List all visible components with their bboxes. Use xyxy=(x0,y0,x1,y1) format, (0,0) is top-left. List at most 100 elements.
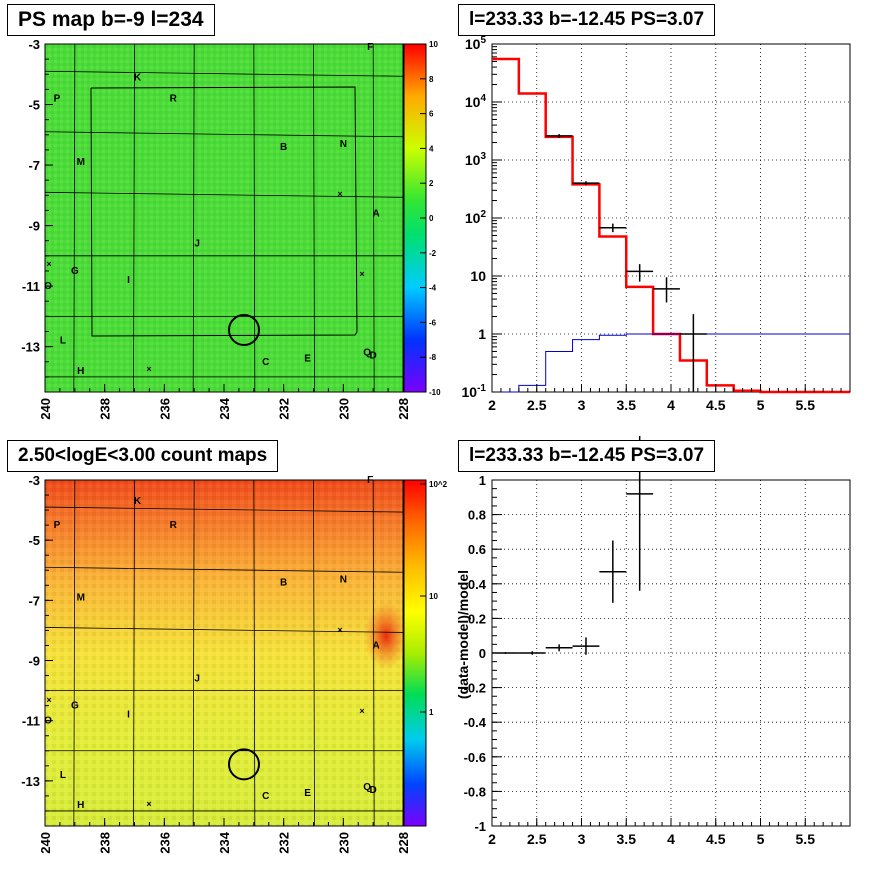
colorbar-tick-label: 0 xyxy=(429,214,434,223)
y-tick-label: 0.2 xyxy=(468,611,486,626)
source-label-i: I xyxy=(127,710,130,721)
source-label-n: N xyxy=(340,139,347,150)
ps-map-source-circle xyxy=(227,313,260,346)
y-tick-label: -9 xyxy=(28,219,40,234)
x-tick-label: 4.5 xyxy=(706,831,726,847)
count-map-axes: 240 238 236 234 232 230 228 -3 -5 -7 -9 -11 -13 xyxy=(21,473,411,854)
x-tick-label: 238 xyxy=(98,398,113,420)
x-tick-label: 5 xyxy=(757,397,765,413)
data-point xyxy=(653,277,680,303)
y-tick-label: -7 xyxy=(28,158,40,173)
grid-line xyxy=(253,43,256,393)
cross-marker: × xyxy=(337,189,342,199)
ps-map-grid xyxy=(44,43,404,393)
residual-panel: 2 2.5 3 3.5 4 4.5 5 5.5 -1 -0.8 -0.6 -0.4 -0.2 0 0.2 0.… xyxy=(448,436,896,872)
grid-line xyxy=(133,479,135,827)
count-map-source-circle xyxy=(227,748,260,781)
source-label-j: J xyxy=(194,239,200,250)
x-tick-label: 2 xyxy=(488,397,496,413)
ps-map-panel: K F P R B N M A J G I O L H C E Q D × × × × 240 238 236 234 232 23… xyxy=(0,0,448,436)
x-tick-label: 240 xyxy=(38,398,53,420)
x-tick-label: 232 xyxy=(277,832,292,854)
x-tick-label: 3.5 xyxy=(617,831,637,847)
x-tick-label: 228 xyxy=(396,832,411,854)
colorbar-tick-label: -6 xyxy=(429,318,437,327)
y-tick-label: -11 xyxy=(22,714,40,729)
series-line-1 xyxy=(492,333,850,393)
source-label-d: D xyxy=(370,351,377,362)
spectrum-chart: 2 2.5 3 3.5 4 4.5 5 5.5 10-1 1 10 102 103 104 105 xyxy=(462,35,851,413)
source-label-r: R xyxy=(170,93,178,104)
grid-line xyxy=(313,43,315,393)
colorbar-tick-label: 2 xyxy=(429,179,434,188)
ps-map-plot-area xyxy=(44,43,404,393)
source-label-q: Q xyxy=(363,782,371,793)
source-label-o: O xyxy=(44,716,52,727)
source-label-j: J xyxy=(194,674,200,685)
data-point xyxy=(599,223,627,233)
source-label-i: I xyxy=(127,275,130,286)
grid-line xyxy=(192,479,195,827)
y-tick-label: -7 xyxy=(28,593,40,608)
data-point xyxy=(679,314,707,392)
grid-line xyxy=(44,627,404,633)
x-tick-label: 236 xyxy=(157,398,172,420)
source-label-a: A xyxy=(373,208,380,219)
x-tick-label: 2 xyxy=(488,831,496,847)
grid-line xyxy=(372,43,375,393)
source-label-m: M xyxy=(77,157,85,168)
y-tick-label: -0.4 xyxy=(464,715,487,730)
source-label-k: K xyxy=(134,72,142,83)
source-label-m: M xyxy=(77,592,85,603)
y-tick-label: 102 xyxy=(465,209,487,226)
x-tick-label: 240 xyxy=(38,832,53,854)
grid-line xyxy=(253,479,256,827)
source-label-g: G xyxy=(71,266,79,277)
source-label-a: A xyxy=(373,640,380,651)
y-tick-label: -13 xyxy=(21,340,40,355)
source-label-l: L xyxy=(60,770,66,781)
y-tick-label: 0 xyxy=(479,646,486,661)
x-tick-label: 4.5 xyxy=(706,397,726,413)
x-tick-label: 230 xyxy=(336,832,351,854)
cross-marker: × xyxy=(359,269,364,279)
source-label-h: H xyxy=(77,366,84,377)
source-label-f: F xyxy=(367,475,373,486)
y-tick-label: 1 xyxy=(479,473,486,488)
source-label-b: B xyxy=(280,577,287,588)
count-map-grid xyxy=(44,479,404,827)
source-label-c: C xyxy=(262,791,269,802)
cross-marker: × xyxy=(359,706,364,716)
cross-marker: × xyxy=(337,625,342,635)
source-label-b: B xyxy=(280,142,287,153)
x-tick-label: 230 xyxy=(336,398,351,420)
residual-data-points xyxy=(492,436,654,655)
colorbar-tick-label: 4 xyxy=(429,144,434,153)
y-tick-label: 0.4 xyxy=(468,577,487,592)
count-map-title: 2.50<logE<3.00 count maps xyxy=(7,440,279,472)
colorbar-tick-label: 1 xyxy=(429,708,434,717)
x-tick-label: 3 xyxy=(578,397,586,413)
spectrum-panel: 2 2.5 3 3.5 4 4.5 5 5.5 10-1 1 10 102 103 104 105 l=23… xyxy=(448,0,896,436)
x-tick-label: 228 xyxy=(396,398,411,420)
count-colorbar xyxy=(403,479,427,827)
colorbar-tick-label: 10 xyxy=(429,592,438,601)
source-label-p: P xyxy=(54,520,61,531)
y-tick-label: 0.6 xyxy=(468,542,486,557)
count-map-panel: K F P R B N M A J G I O L H C E Q D × × × × 240 238 236 234 232 23… xyxy=(0,436,448,872)
count-map-chart: K F P R B N M A J G I O L H C E QD × × × × 240 238 236 234 232 23… xyxy=(21,473,448,854)
x-tick-label: 4 xyxy=(667,831,675,847)
y-tick-label: 104 xyxy=(465,93,487,110)
y-tick-label: -0.2 xyxy=(464,681,486,696)
source-label-q: Q xyxy=(363,348,371,359)
ps-map-title: PS map b=-9 l=234 xyxy=(7,4,215,36)
colorbar-tick-label: -10 xyxy=(429,388,441,397)
count-colorbar-ticks: 10^2 10 1 xyxy=(420,480,448,717)
data-point xyxy=(572,181,600,186)
colorbar-tick-label: -4 xyxy=(429,284,437,293)
y-tick-label: 0.8 xyxy=(468,508,486,523)
colorbar-tick-label: 10^2 xyxy=(429,480,448,489)
x-tick-label: 5.5 xyxy=(796,397,816,413)
source-label-e: E xyxy=(304,788,311,799)
source-label-l: L xyxy=(60,336,66,347)
